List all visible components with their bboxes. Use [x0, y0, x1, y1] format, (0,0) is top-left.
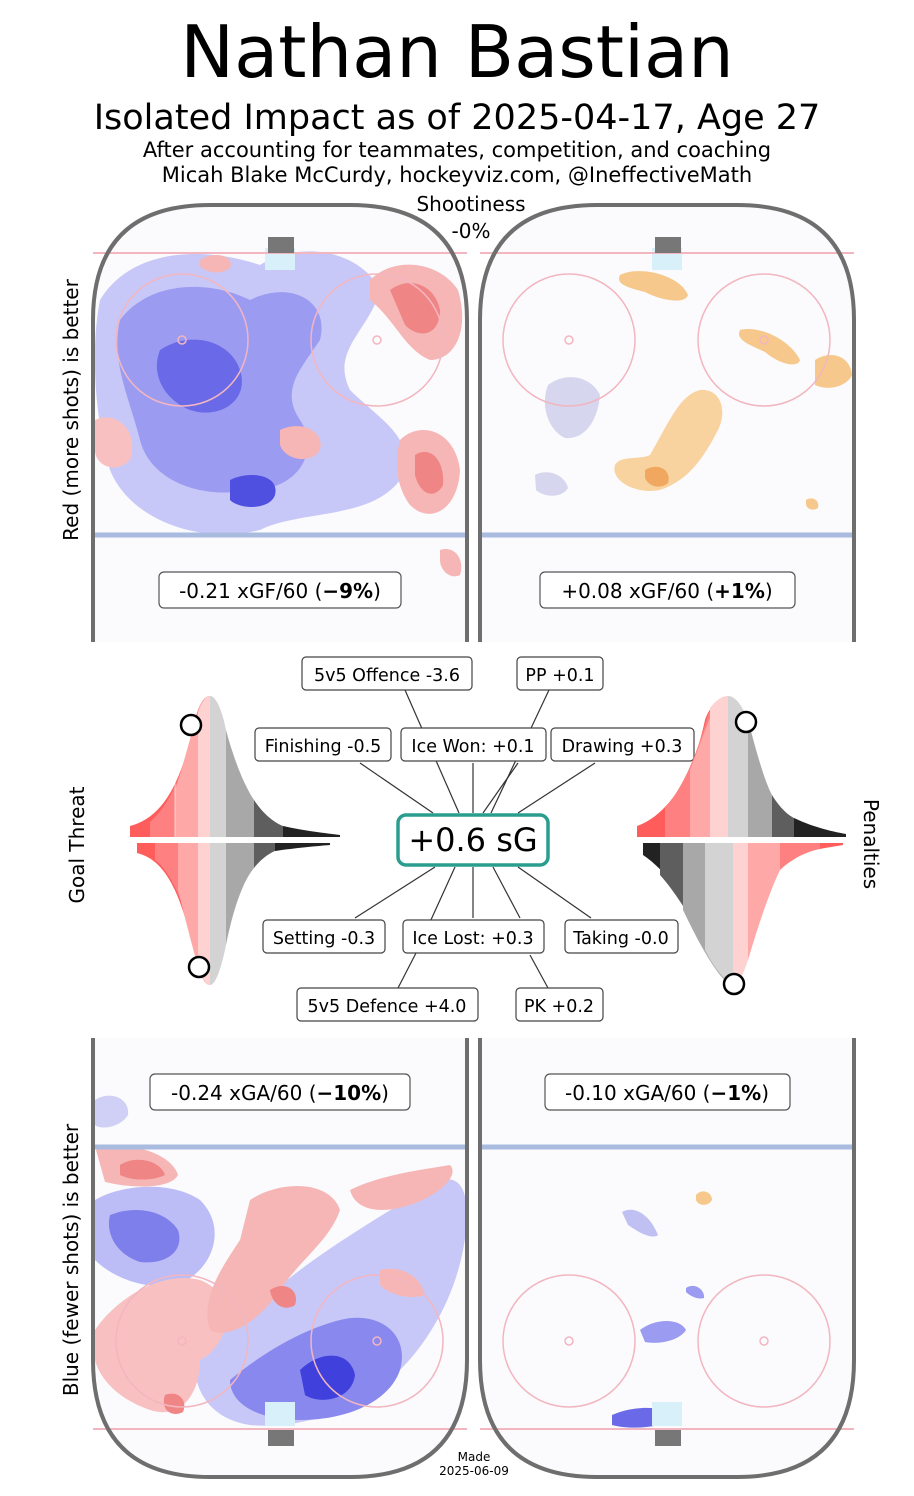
heatmap-defence-5v5: [95, 1095, 467, 1426]
value-close: ): [373, 579, 381, 603]
penalties-label: Penalties: [859, 798, 883, 890]
component-drawing: Drawing +0.3: [550, 727, 695, 762]
penalties-taking-marker: [722, 972, 746, 996]
component-setting: Setting -0.3: [262, 919, 386, 954]
shootiness-value: -0%: [451, 219, 491, 243]
value-close: ): [765, 579, 773, 603]
component-defence: 5v5 Defence +4.0: [296, 987, 479, 1022]
value-close: ): [761, 1081, 769, 1105]
rink-top-left: [91, 203, 469, 642]
total-sg-box: +0.6 sG: [396, 813, 550, 867]
svg-text:-0.21 xGF/60 (−9%): -0.21 xGF/60 (−9%): [179, 579, 381, 603]
value-close: ): [381, 1081, 389, 1105]
value-text: -0.10 xGA/60 (: [565, 1081, 710, 1105]
value-text: -0.24 xGA/60 (: [171, 1081, 316, 1105]
rink-top-right: [478, 203, 856, 642]
shootiness-label: Shootiness: [416, 192, 526, 216]
component-pp: PP +0.1: [516, 656, 604, 691]
subtitle: Isolated Impact as of 2025-04-17, Age 27: [93, 98, 821, 138]
svg-text:Ice Lost: +0.3: Ice Lost: +0.3: [412, 929, 533, 949]
svg-text:-0.24 xGA/60 (−10%): -0.24 xGA/60 (−10%): [171, 1081, 389, 1105]
svg-text:Taking -0.0: Taking -0.0: [572, 929, 668, 949]
author-credit: Micah Blake McCurdy, hockeyviz.com, @Ine…: [161, 163, 753, 187]
svg-text:Ice Won: +0.1: Ice Won: +0.1: [411, 737, 534, 757]
value-text: +0.08 xGF/60 (: [561, 579, 714, 603]
value-box-top-left: -0.21 xGF/60 (−9%): [158, 571, 402, 609]
component-ice-won: Ice Won: +0.1: [400, 727, 547, 762]
svg-text:Drawing +0.3: Drawing +0.3: [562, 737, 683, 757]
value-box-top-right: +0.08 xGF/60 (+1%): [539, 571, 796, 609]
component-taking: Taking -0.0: [564, 919, 679, 954]
svg-text:+0.08 xGF/60 (+1%): +0.08 xGF/60 (+1%): [561, 579, 772, 603]
component-ice-lost: Ice Lost: +0.3: [402, 919, 545, 954]
svg-text:5v5 Defence +4.0: 5v5 Defence +4.0: [308, 997, 467, 1017]
top-y-axis-label: Red (more shots) is better: [59, 279, 83, 541]
value-box-bottom-left: -0.24 xGA/60 (−10%): [149, 1073, 411, 1111]
penalties-distribution: [637, 696, 846, 996]
goal-threat-distribution: [130, 696, 340, 985]
heatmap-offence-pp: [535, 248, 852, 510]
svg-text:-0.10 xGA/60 (−1%): -0.10 xGA/60 (−1%): [565, 1081, 769, 1105]
value-pct: −10%: [317, 1081, 382, 1105]
made-date: 2025-06-09: [439, 1464, 509, 1478]
made-label: Made: [457, 1450, 491, 1464]
component-finishing: Finishing -0.5: [254, 727, 392, 762]
rink-bottom-left: [91, 1038, 469, 1479]
value-pct: −1%: [710, 1081, 761, 1105]
value-pct: +1%: [714, 579, 765, 603]
svg-text:Finishing -0.5: Finishing -0.5: [265, 737, 382, 757]
svg-text:Setting -0.3: Setting -0.3: [273, 929, 375, 949]
penalties-drawing-marker: [734, 710, 758, 734]
goal-threat-label: Goal Threat: [65, 786, 89, 904]
component-offence: 5v5 Offence -3.6: [301, 656, 473, 691]
svg-text:PK +0.2: PK +0.2: [524, 997, 594, 1017]
heatmap-defence-pk: [612, 1191, 712, 1428]
svg-text:PP +0.1: PP +0.1: [525, 666, 594, 686]
bottom-y-axis-label: Blue (fewer shots) is better: [59, 1123, 83, 1397]
player-name: Nathan Bastian: [180, 10, 734, 94]
goal-threat-defence-marker: [187, 955, 211, 979]
value-pct: −9%: [322, 579, 373, 603]
svg-text:+0.6 sG: +0.6 sG: [408, 821, 537, 859]
method-note: After accounting for teammates, competit…: [142, 138, 772, 162]
svg-text:5v5 Offence -3.6: 5v5 Offence -3.6: [314, 666, 460, 686]
value-box-bottom-right: -0.10 xGA/60 (−1%): [544, 1073, 791, 1111]
component-pk: PK +0.2: [515, 987, 604, 1022]
rink-bottom-right: [478, 1038, 856, 1479]
goal-threat-offence-marker: [179, 713, 203, 737]
value-text: -0.21 xGF/60 (: [179, 579, 322, 603]
